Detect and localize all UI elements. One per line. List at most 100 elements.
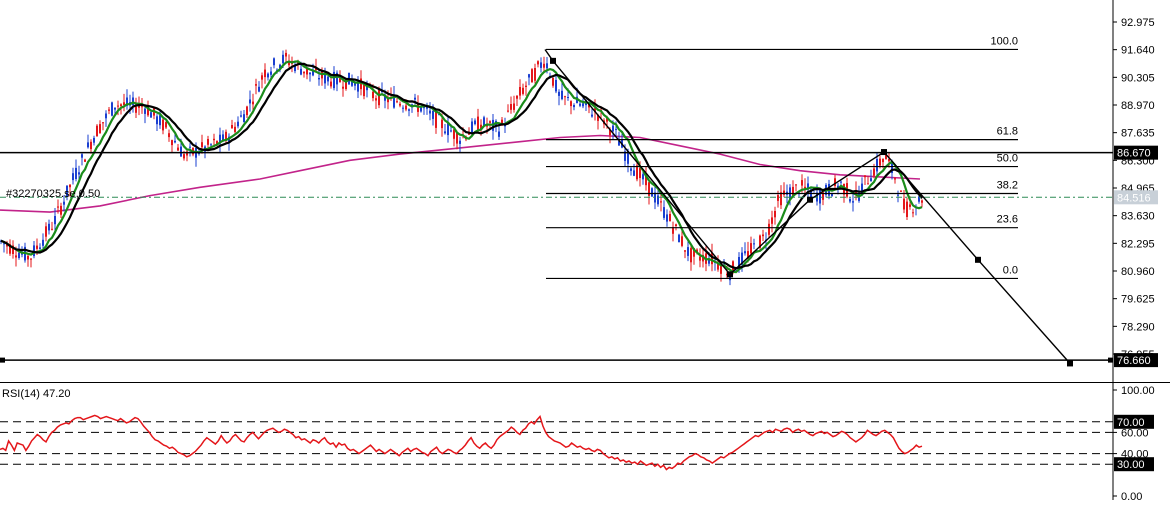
candle-body xyxy=(534,68,536,81)
candle-body xyxy=(831,193,833,197)
candle-body xyxy=(663,207,665,218)
candle-body xyxy=(126,97,128,106)
candle-body xyxy=(375,98,377,101)
candle-body xyxy=(672,227,674,234)
candle-body xyxy=(885,154,887,160)
candle-body xyxy=(627,150,629,164)
candle-body xyxy=(363,84,365,97)
candle-body xyxy=(519,87,521,96)
candle-body xyxy=(414,97,416,100)
candle-body xyxy=(570,101,572,107)
candle-body xyxy=(867,183,869,185)
candle-body xyxy=(237,121,239,127)
candle-body xyxy=(486,125,488,127)
candle-body xyxy=(666,214,668,222)
candle-body xyxy=(456,132,458,144)
candle-body xyxy=(660,201,662,203)
candle-body xyxy=(408,109,410,111)
candle-body xyxy=(783,190,785,195)
candle-body xyxy=(357,82,359,92)
candle-body xyxy=(171,140,173,146)
projection-point xyxy=(727,271,733,278)
candle-body xyxy=(750,243,752,254)
candle-body xyxy=(393,95,395,108)
candle-body xyxy=(372,91,374,99)
candle-body xyxy=(819,190,821,204)
candle-body xyxy=(420,107,422,112)
candle-body xyxy=(771,217,773,224)
candle-body xyxy=(402,107,404,109)
candle-body xyxy=(132,97,134,105)
candle-body xyxy=(159,115,161,126)
candle-body xyxy=(30,258,32,260)
rsi-level-label: 70.00 xyxy=(1117,417,1145,429)
candle-body xyxy=(6,243,8,247)
current-price-label: 84.516 xyxy=(1117,192,1151,204)
candle-body xyxy=(459,140,461,144)
candle-body xyxy=(114,107,116,110)
candle-body xyxy=(636,165,638,180)
candle-body xyxy=(111,102,113,116)
candle-body xyxy=(9,244,11,254)
candle-body xyxy=(75,167,77,179)
candle-body xyxy=(564,96,566,98)
candle-body xyxy=(888,158,890,162)
y-tick-label: 80.960 xyxy=(1121,266,1155,278)
candle-body xyxy=(54,216,56,225)
candle-body xyxy=(618,141,620,146)
y-tick-label: 92.975 xyxy=(1121,17,1155,29)
candle-body xyxy=(903,198,905,210)
rsi-y-tick-label: 0.00 xyxy=(1121,491,1142,500)
candle-body xyxy=(135,106,137,113)
candle-body xyxy=(99,124,101,133)
candle-body xyxy=(48,223,50,231)
candle-body xyxy=(345,78,347,89)
candle-body xyxy=(429,110,431,114)
candle-body xyxy=(366,86,368,91)
candle-body xyxy=(279,64,281,69)
rsi-title: RSI(14) 47.20 xyxy=(2,388,70,400)
candle-body xyxy=(177,147,179,151)
candle-body xyxy=(624,151,626,161)
candle-body xyxy=(57,206,59,208)
candle-body xyxy=(762,234,764,237)
projection-point xyxy=(975,256,981,263)
candle-body xyxy=(687,247,689,256)
fib-level-label: 23.6 xyxy=(997,214,1018,226)
candle-body xyxy=(639,167,641,178)
candle-body xyxy=(225,131,227,141)
candle-body xyxy=(537,61,539,65)
candle-body xyxy=(222,134,224,142)
candle-body xyxy=(81,154,83,158)
candle-body xyxy=(633,170,635,176)
candle-body xyxy=(834,178,836,186)
support-handle-left xyxy=(0,357,5,363)
y-tick-label: 79.625 xyxy=(1121,294,1155,306)
candle-body xyxy=(609,129,611,136)
candle-body xyxy=(678,234,680,242)
candle-body xyxy=(876,159,878,172)
candle-body xyxy=(507,110,509,112)
candle-body xyxy=(144,108,146,114)
candle-body xyxy=(774,211,776,218)
candle-body xyxy=(540,62,542,68)
candle-body xyxy=(879,158,881,166)
candle-body xyxy=(300,68,302,75)
candle-body xyxy=(741,252,743,265)
candle-body xyxy=(768,223,770,235)
candle-body xyxy=(84,159,86,162)
candle-body xyxy=(333,71,335,89)
candle-body xyxy=(354,82,356,86)
candle-body xyxy=(441,119,443,129)
candle-body xyxy=(231,125,233,129)
candle-body xyxy=(318,78,320,80)
candle-body xyxy=(261,75,263,80)
candle-body xyxy=(249,99,251,104)
support-price-marker xyxy=(1114,353,1158,368)
candle-body xyxy=(36,245,38,249)
candle-body xyxy=(120,104,122,107)
projection-point xyxy=(807,196,813,203)
candle-body xyxy=(645,175,647,186)
candle-body xyxy=(216,141,218,145)
